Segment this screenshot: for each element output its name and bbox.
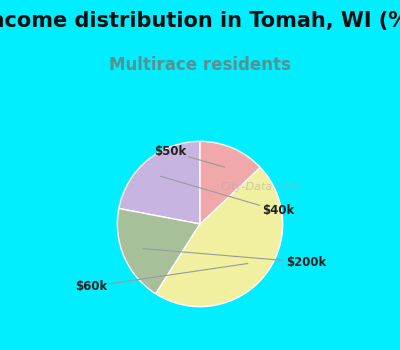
Text: $40k: $40k [160, 176, 295, 217]
Wedge shape [156, 167, 283, 307]
Wedge shape [200, 141, 260, 224]
Text: $50k: $50k [154, 145, 225, 167]
Text: $60k: $60k [75, 264, 248, 293]
Wedge shape [119, 141, 200, 224]
Text: City-Data.com: City-Data.com [221, 182, 300, 192]
Text: Income distribution in Tomah, WI (%): Income distribution in Tomah, WI (%) [0, 10, 400, 30]
Text: $200k: $200k [143, 248, 326, 269]
Wedge shape [117, 209, 200, 294]
Text: Multirace residents: Multirace residents [109, 56, 291, 74]
